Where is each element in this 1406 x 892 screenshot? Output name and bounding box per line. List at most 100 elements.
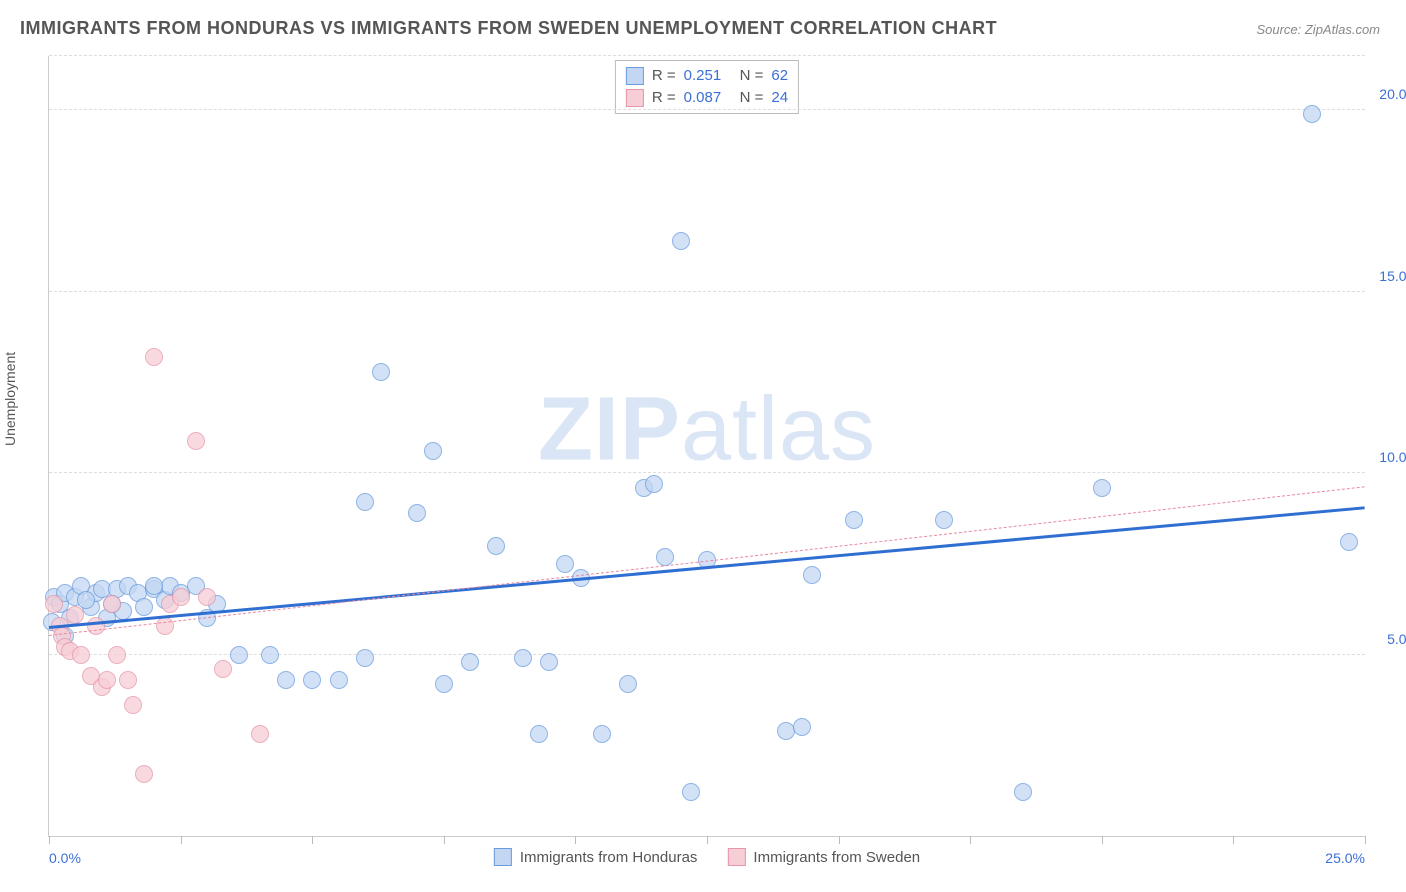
legend-swatch bbox=[626, 89, 644, 107]
gridline bbox=[49, 472, 1365, 473]
x-tick bbox=[575, 836, 576, 844]
legend-row: R = 0.251 N = 62 bbox=[626, 65, 788, 87]
legend-n-label: N = bbox=[740, 65, 764, 87]
scatter-point bbox=[487, 537, 505, 555]
x-tick bbox=[444, 836, 445, 844]
x-axis-max-label: 25.0% bbox=[1325, 850, 1365, 866]
x-tick bbox=[707, 836, 708, 844]
watermark: ZIPatlas bbox=[538, 379, 876, 482]
watermark-atlas: atlas bbox=[681, 380, 876, 480]
x-tick bbox=[49, 836, 50, 844]
legend-r-label: R = bbox=[652, 87, 676, 109]
scatter-point bbox=[330, 671, 348, 689]
gridline bbox=[49, 55, 1365, 56]
scatter-point bbox=[540, 653, 558, 671]
scatter-point bbox=[461, 653, 479, 671]
trend-line bbox=[49, 507, 1365, 630]
scatter-point bbox=[672, 232, 690, 250]
legend-r-value: 0.087 bbox=[684, 87, 732, 109]
scatter-point bbox=[356, 649, 374, 667]
scatter-point bbox=[1014, 783, 1032, 801]
scatter-point bbox=[356, 493, 374, 511]
yaxis-title: Unemployment bbox=[2, 352, 18, 446]
scatter-point bbox=[656, 548, 674, 566]
scatter-point bbox=[1340, 533, 1358, 551]
scatter-point bbox=[72, 646, 90, 664]
scatter-point bbox=[845, 511, 863, 529]
y-tick-label: 5.0% bbox=[1387, 631, 1406, 647]
scatter-point bbox=[424, 442, 442, 460]
x-tick bbox=[1233, 836, 1234, 844]
legend-row: R = 0.087 N = 24 bbox=[626, 87, 788, 109]
scatter-point bbox=[87, 617, 105, 635]
gridline bbox=[49, 291, 1365, 292]
legend-label: Immigrants from Sweden bbox=[753, 849, 920, 866]
scatter-point bbox=[935, 511, 953, 529]
scatter-point bbox=[198, 588, 216, 606]
scatter-point bbox=[514, 649, 532, 667]
scatter-point bbox=[793, 718, 811, 736]
scatter-point bbox=[172, 588, 190, 606]
scatter-point bbox=[156, 617, 174, 635]
scatter-point bbox=[45, 595, 63, 613]
x-tick bbox=[839, 836, 840, 844]
scatter-point bbox=[435, 675, 453, 693]
source-label: Source: ZipAtlas.com bbox=[1256, 22, 1380, 37]
scatter-point bbox=[230, 646, 248, 664]
scatter-point bbox=[1093, 479, 1111, 497]
scatter-point bbox=[372, 363, 390, 381]
legend-correlation: R = 0.251 N = 62 R = 0.087 N = 24 bbox=[615, 60, 799, 114]
scatter-point bbox=[803, 566, 821, 584]
gridline bbox=[49, 109, 1365, 110]
x-tick bbox=[970, 836, 971, 844]
scatter-point bbox=[408, 504, 426, 522]
scatter-point bbox=[66, 606, 84, 624]
scatter-point bbox=[135, 765, 153, 783]
scatter-point bbox=[556, 555, 574, 573]
x-axis-min-label: 0.0% bbox=[49, 850, 81, 866]
x-tick bbox=[312, 836, 313, 844]
legend-series: Immigrants from Honduras Immigrants from … bbox=[494, 848, 920, 866]
y-tick-label: 20.0% bbox=[1379, 86, 1406, 102]
legend-label: Immigrants from Honduras bbox=[520, 849, 698, 866]
legend-swatch bbox=[494, 848, 512, 866]
legend-r-value: 0.251 bbox=[684, 65, 732, 87]
legend-swatch bbox=[626, 67, 644, 85]
x-tick bbox=[1102, 836, 1103, 844]
scatter-point bbox=[261, 646, 279, 664]
legend-n-value: 62 bbox=[771, 65, 788, 87]
scatter-point bbox=[103, 595, 121, 613]
watermark-zip: ZIP bbox=[538, 380, 681, 480]
scatter-point bbox=[214, 660, 232, 678]
legend-item: Immigrants from Honduras bbox=[494, 848, 698, 866]
x-tick bbox=[1365, 836, 1366, 844]
scatter-point bbox=[593, 725, 611, 743]
y-tick-label: 10.0% bbox=[1379, 449, 1406, 465]
legend-r-label: R = bbox=[652, 65, 676, 87]
y-tick-label: 15.0% bbox=[1379, 268, 1406, 284]
scatter-point bbox=[119, 671, 137, 689]
plot-area: ZIPatlas R =0.251N =62R =0.087N =24 Immi… bbox=[48, 56, 1365, 837]
scatter-point bbox=[303, 671, 321, 689]
legend-n-value: 24 bbox=[771, 87, 788, 109]
scatter-point bbox=[187, 432, 205, 450]
scatter-point bbox=[619, 675, 637, 693]
scatter-point bbox=[145, 348, 163, 366]
scatter-point bbox=[98, 671, 116, 689]
scatter-point bbox=[124, 696, 142, 714]
trend-line bbox=[49, 487, 1365, 637]
scatter-point bbox=[251, 725, 269, 743]
scatter-point bbox=[645, 475, 663, 493]
scatter-point bbox=[135, 598, 153, 616]
legend-swatch bbox=[727, 848, 745, 866]
x-tick bbox=[181, 836, 182, 844]
chart-title: IMMIGRANTS FROM HONDURAS VS IMMIGRANTS F… bbox=[20, 18, 997, 39]
scatter-point bbox=[530, 725, 548, 743]
scatter-point bbox=[1303, 105, 1321, 123]
legend-n-label: N = bbox=[740, 87, 764, 109]
scatter-point bbox=[145, 577, 163, 595]
scatter-point bbox=[277, 671, 295, 689]
legend-item: Immigrants from Sweden bbox=[727, 848, 920, 866]
scatter-point bbox=[682, 783, 700, 801]
scatter-point bbox=[108, 646, 126, 664]
